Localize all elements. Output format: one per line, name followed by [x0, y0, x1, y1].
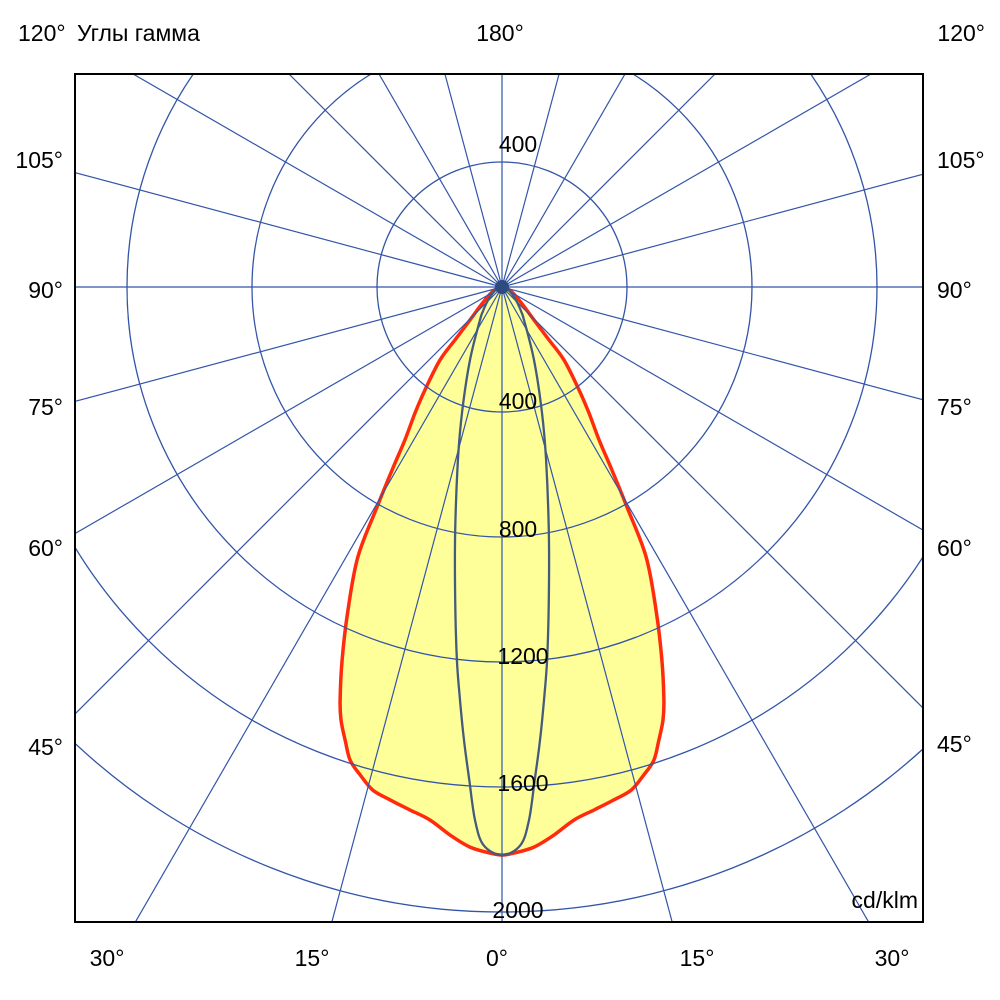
- grid-ray-75: [501, 286, 923, 401]
- gamma-angle-label-left-90°: 90°: [28, 277, 63, 303]
- gamma-angle-label-left-45°: 45°: [28, 734, 63, 760]
- grid-ray-315: [75, 286, 503, 715]
- gamma-angle-label-bottom-4: 30°: [875, 945, 910, 971]
- grid-ray-30: [501, 286, 870, 922]
- grid-ray-345: [331, 286, 503, 922]
- grid-ray-60: [501, 286, 923, 531]
- grid-ray-195: [444, 74, 503, 288]
- chart-title: Углы гамма: [77, 20, 200, 46]
- gamma-angle-label-bottom-3: 15°: [680, 945, 715, 971]
- intensity-tick-label-1: 400: [499, 388, 537, 414]
- gamma-angle-label-left-105°: 105°: [15, 147, 63, 173]
- grid-ray-255: [75, 171, 503, 288]
- gamma-angle-label-right-90°: 90°: [937, 277, 972, 303]
- grid-ray-150: [501, 74, 626, 288]
- grid-ray-120: [501, 74, 873, 288]
- grid-ray-135: [501, 74, 716, 288]
- gamma-angle-label-top-left: 120°: [18, 20, 66, 46]
- center-point: [495, 280, 509, 294]
- gamma-angle-label-bottom-0: 30°: [90, 945, 125, 971]
- c90-c270-curve: [453, 285, 551, 857]
- grid-ray-45: [501, 286, 923, 709]
- gamma-angle-label-left-60°: 60°: [28, 535, 63, 561]
- intensity-tick-label-3: 1200: [497, 643, 548, 669]
- gamma-angle-label-right-105°: 105°: [937, 147, 985, 173]
- grid-ray-240: [131, 74, 503, 288]
- intensity-tick-label-2: 800: [499, 516, 537, 542]
- grid-ray-165: [501, 74, 560, 288]
- intensity-tick-label-4: 1600: [497, 770, 548, 796]
- intensity-tick-label-0: 400: [499, 131, 537, 157]
- intensity-tick-label-5: 2000: [492, 897, 543, 923]
- grid-ray-225: [288, 74, 503, 288]
- grid-ray-330: [134, 286, 503, 922]
- grid-ray-105: [501, 173, 923, 288]
- gamma-angle-label-bottom-2: 0°: [486, 945, 508, 971]
- unit-label: cd/klm: [852, 887, 918, 913]
- gamma-angle-label-right-45°: 45°: [937, 731, 972, 757]
- grid-ray-15: [501, 286, 673, 922]
- gamma-angle-label-bottom-1: 15°: [295, 945, 330, 971]
- gamma-angle-label-left-75°: 75°: [28, 394, 63, 420]
- gamma-angle-label-top-right: 120°: [937, 20, 985, 46]
- gamma-angle-label-right-75°: 75°: [937, 394, 972, 420]
- grid-ray-210: [378, 74, 503, 288]
- gamma-angle-label-right-60°: 60°: [937, 535, 972, 561]
- gamma-angle-label-top-center: 180°: [476, 20, 524, 46]
- grid-ray-285: [75, 286, 503, 403]
- plot-box-border: [74, 73, 924, 923]
- grid-ray-300: [75, 286, 503, 535]
